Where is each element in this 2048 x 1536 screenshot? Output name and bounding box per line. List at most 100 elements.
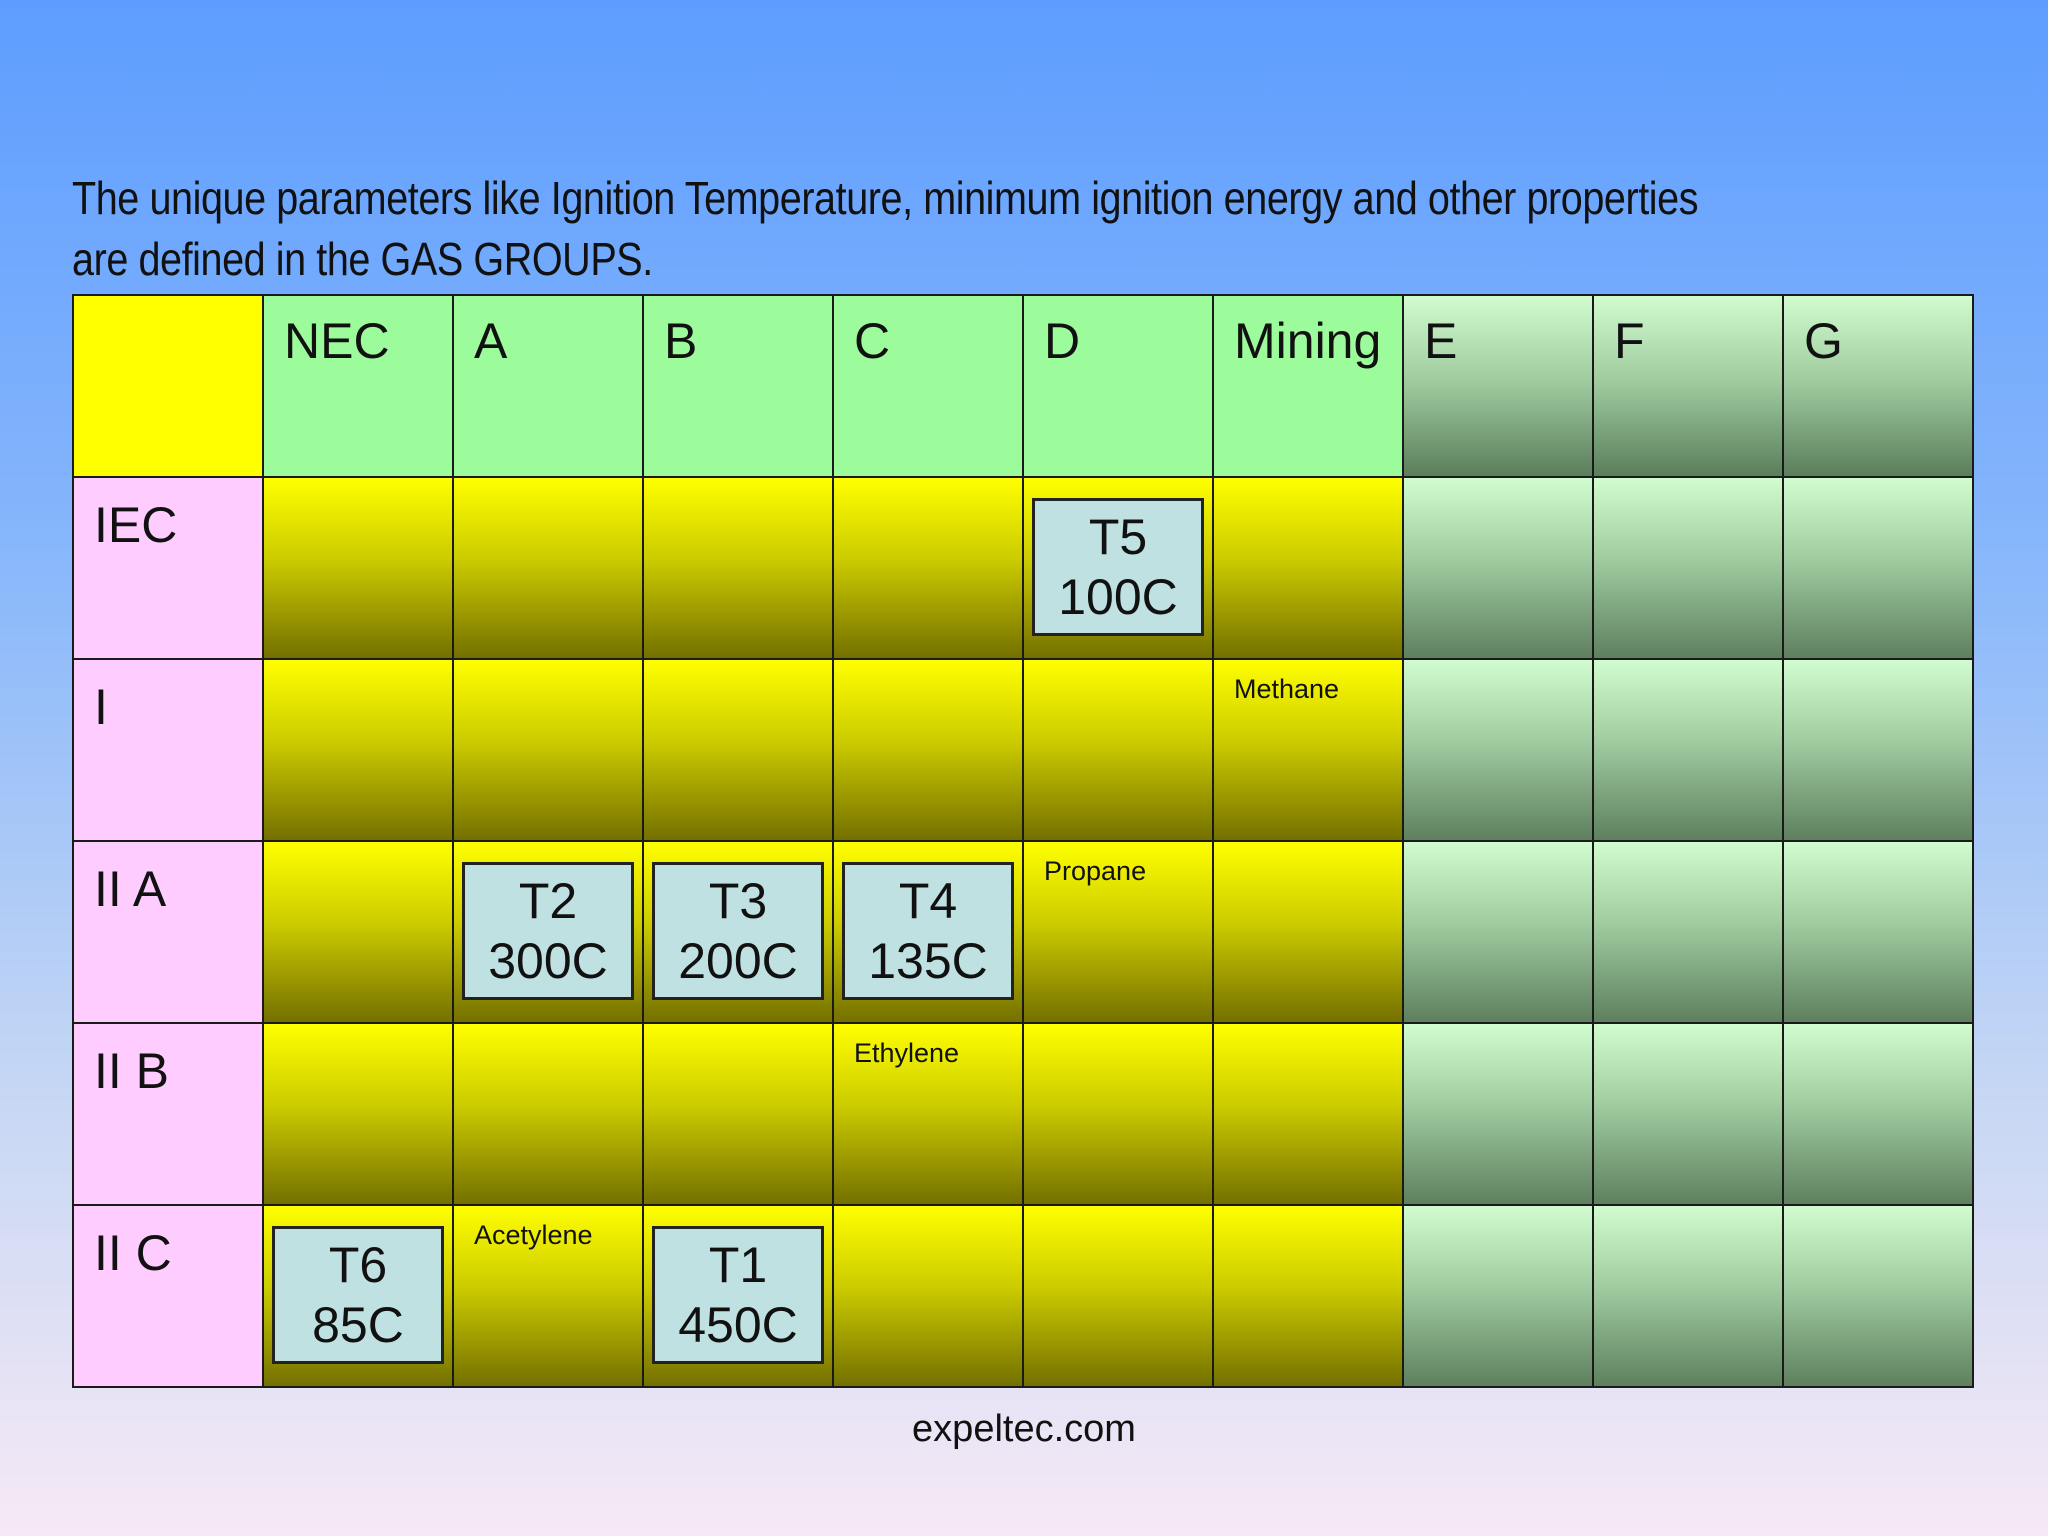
table-cell	[1592, 840, 1784, 1024]
table-cell	[452, 1022, 644, 1206]
column-header-label: C	[854, 313, 891, 369]
column-header-c: C	[832, 294, 1024, 478]
row-header-label: IEC	[94, 497, 178, 553]
row-header-ii-c: II C	[72, 1204, 264, 1388]
table-cell	[452, 658, 644, 842]
temp-class-box: T2 300C	[462, 862, 634, 1000]
column-header-f: F	[1592, 294, 1784, 478]
gas-name: Propane	[1044, 856, 1147, 886]
table-cell	[642, 1022, 834, 1206]
temp-class-value: 135C	[868, 933, 988, 989]
gas-groups-table: NEC A B C D Mining E F G IEC T5 100C I Methane II A T2 3…	[72, 294, 1974, 1388]
row-header-i: I	[72, 658, 264, 842]
table-cell	[262, 840, 454, 1024]
temp-class-code: T2	[518, 873, 578, 929]
table-cell	[1782, 1204, 1974, 1388]
table-cell: Propane	[1022, 840, 1214, 1024]
table-cell	[1402, 1022, 1594, 1206]
table-cell	[1212, 1204, 1404, 1388]
table-cell: Ethylene	[832, 1022, 1024, 1206]
column-header-mining: Mining	[1212, 294, 1404, 478]
column-header-d: D	[1022, 294, 1214, 478]
temp-class-box: T6 85C	[272, 1226, 444, 1364]
footer-website: expeltec.com	[912, 1408, 1136, 1450]
temp-class-code: T3	[708, 873, 768, 929]
table-cell	[1782, 840, 1974, 1024]
table-cell	[1022, 1204, 1214, 1388]
column-header-label: G	[1804, 313, 1843, 369]
gas-name: Ethylene	[854, 1038, 960, 1068]
table-cell	[1592, 1022, 1784, 1206]
temp-class-box: T1 450C	[652, 1226, 824, 1364]
column-header-label: A	[474, 313, 508, 369]
table-cell	[262, 658, 454, 842]
column-header-label: B	[664, 313, 698, 369]
temp-class-value: 450C	[678, 1297, 798, 1353]
column-header-e: E	[1402, 294, 1594, 478]
table-cell	[1402, 658, 1594, 842]
column-header-b: B	[642, 294, 834, 478]
table-cell	[1212, 1022, 1404, 1206]
heading-line-2: are defined in the GAS GROUPS.	[72, 233, 653, 285]
table-cell	[1212, 476, 1404, 660]
gas-name: Methane	[1234, 674, 1340, 704]
row-header-ii-a: II A	[72, 840, 264, 1024]
temp-class-box: T3 200C	[652, 862, 824, 1000]
table-cell	[1402, 840, 1594, 1024]
table-cell: T6 85C	[262, 1204, 454, 1388]
table-cell	[832, 658, 1024, 842]
header-row: NEC A B C D Mining E F G	[72, 294, 1974, 478]
temp-class-value: 300C	[488, 933, 608, 989]
temp-class-box: T4 135C	[842, 862, 1014, 1000]
heading-line-1: The unique parameters like Ignition Temp…	[72, 172, 1699, 224]
table-cell: T2 300C	[452, 840, 644, 1024]
table-cell	[642, 476, 834, 660]
table-cell	[832, 1204, 1024, 1388]
table-cell	[1402, 1204, 1594, 1388]
table-cell: T1 450C	[642, 1204, 834, 1388]
table-cell: T4 135C	[832, 840, 1024, 1024]
column-header-label: Mining	[1234, 313, 1382, 369]
table-cell: T3 200C	[642, 840, 834, 1024]
column-header-a: A	[452, 294, 644, 478]
table-cell	[1592, 1204, 1784, 1388]
table-row: II C T6 85C Acetylene T1 450C	[72, 1204, 1974, 1388]
table-cell	[832, 476, 1024, 660]
temp-class-value: 85C	[312, 1297, 404, 1353]
table-row: I Methane	[72, 658, 1974, 842]
column-header-label: NEC	[284, 313, 390, 369]
table-cell	[452, 476, 644, 660]
row-header-ii-b: II B	[72, 1022, 264, 1206]
column-header-nec: NEC	[262, 294, 454, 478]
temp-class-value: 200C	[678, 933, 798, 989]
table-cell	[1022, 1022, 1214, 1206]
row-header-label: II B	[94, 1043, 170, 1099]
table-cell	[262, 1022, 454, 1206]
temp-class-value: 100C	[1058, 569, 1178, 625]
column-header-g: G	[1782, 294, 1974, 478]
table-cell	[1402, 476, 1594, 660]
column-header-label: F	[1614, 313, 1645, 369]
temp-class-code: T1	[708, 1237, 768, 1293]
slide-heading: The unique parameters like Ignition Temp…	[72, 168, 1706, 290]
row-header-label: I	[94, 679, 108, 735]
temp-class-box: T5 100C	[1032, 498, 1204, 636]
column-header-label: D	[1044, 313, 1081, 369]
table-cell	[1782, 476, 1974, 660]
temp-class-code: T6	[328, 1237, 388, 1293]
table-cell: Methane	[1212, 658, 1404, 842]
column-header-label: E	[1424, 313, 1458, 369]
row-header-label: II C	[94, 1225, 172, 1281]
temp-class-code: T5	[1088, 509, 1148, 565]
table-row: II B Ethylene	[72, 1022, 1974, 1206]
table-row: IEC T5 100C	[72, 476, 1974, 660]
gas-name: Acetylene	[474, 1220, 593, 1250]
table-cell	[1592, 658, 1784, 842]
corner-cell	[72, 294, 264, 478]
table-cell	[1782, 1022, 1974, 1206]
row-header-iec: IEC	[72, 476, 264, 660]
table-cell	[1212, 840, 1404, 1024]
row-header-label: II A	[94, 861, 167, 917]
table-cell	[1592, 476, 1784, 660]
table-row: II A T2 300C T3 200C T4 135C Propane	[72, 840, 1974, 1024]
